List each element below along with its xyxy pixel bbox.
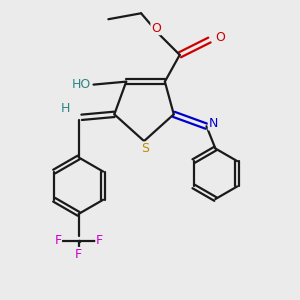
Text: HO: HO bbox=[72, 78, 91, 91]
Text: F: F bbox=[75, 248, 82, 260]
Text: O: O bbox=[215, 31, 225, 44]
Text: N: N bbox=[208, 117, 218, 130]
Text: O: O bbox=[151, 22, 161, 34]
Text: F: F bbox=[96, 234, 103, 247]
Text: S: S bbox=[142, 142, 149, 155]
Text: H: H bbox=[61, 102, 70, 115]
Text: F: F bbox=[54, 234, 61, 247]
